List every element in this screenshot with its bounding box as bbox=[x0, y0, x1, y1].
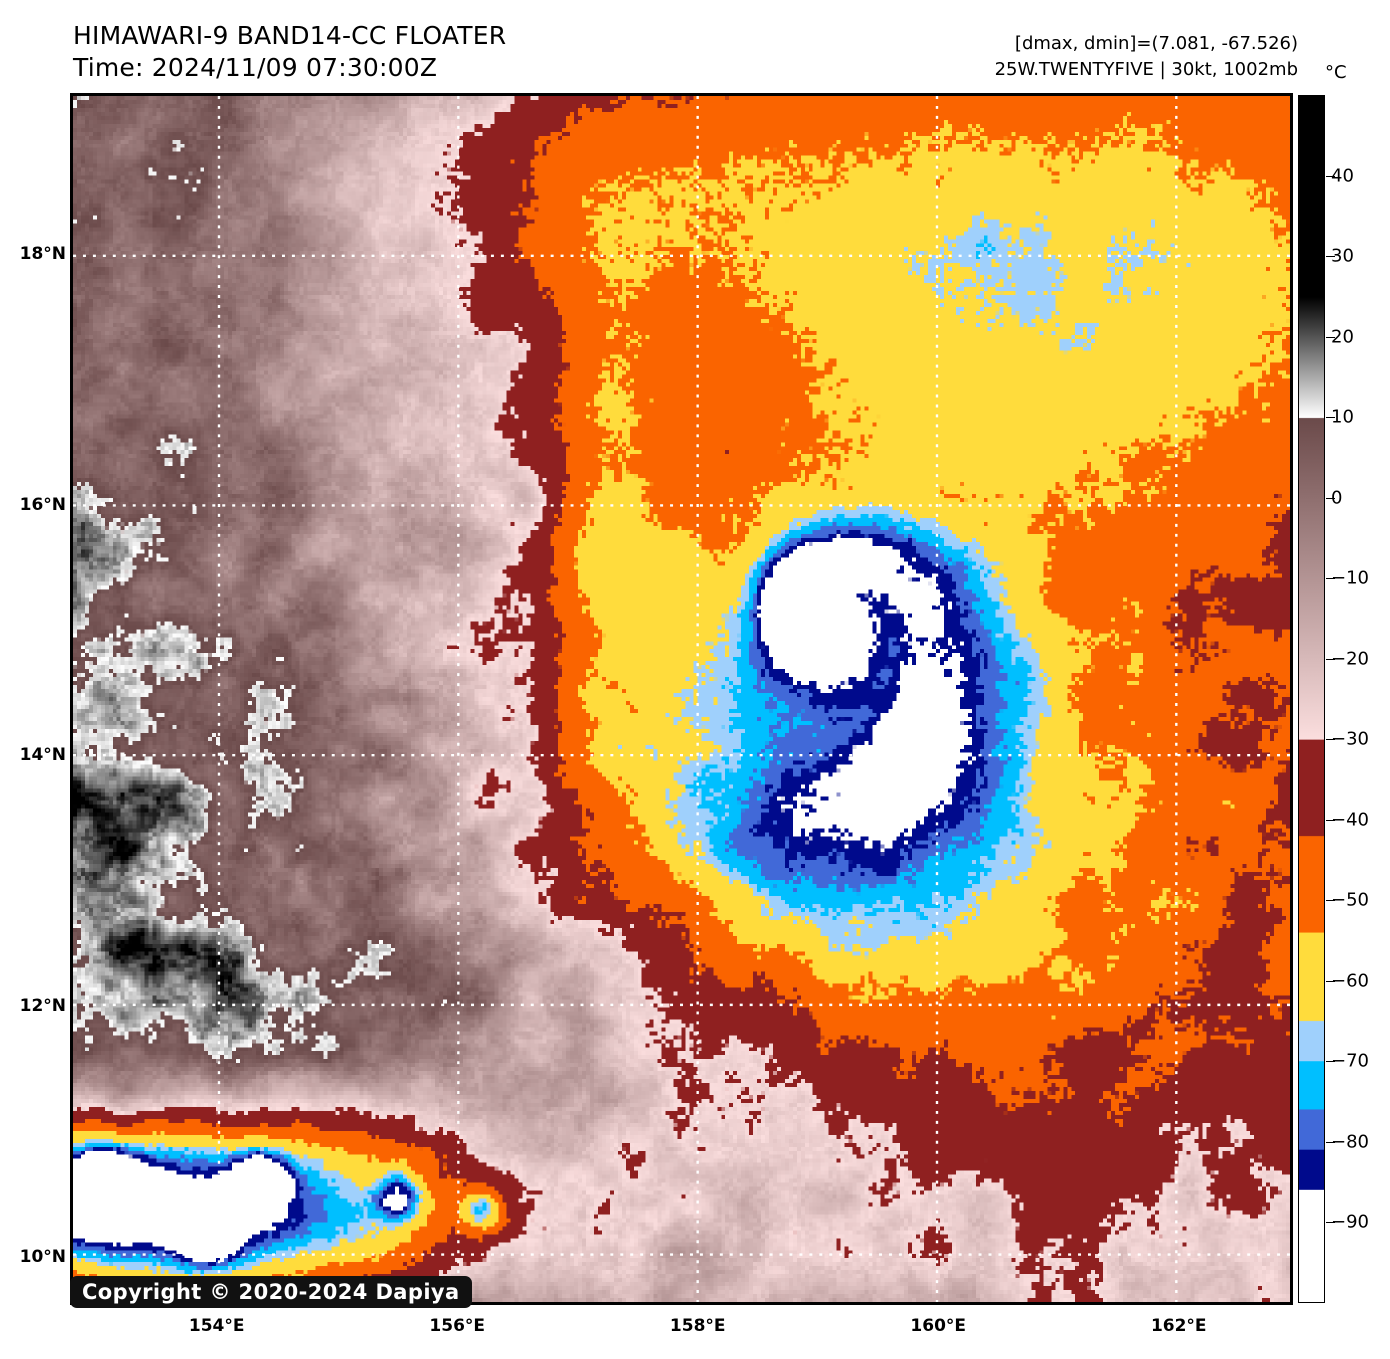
lon-tick-label-2: 158°E bbox=[669, 1316, 726, 1336]
colorbar-tick-label-9: −50 bbox=[1331, 889, 1369, 911]
colorbar-tick-label-7: −30 bbox=[1331, 728, 1369, 750]
colorbar-tick-label-2: 20 bbox=[1331, 326, 1354, 348]
colorbar-unit-label: °C bbox=[1325, 62, 1347, 83]
colorbar-tick-label-6: −20 bbox=[1331, 648, 1369, 670]
colorbar-tick-mark-6 bbox=[1326, 658, 1335, 660]
colorbar-tick-label-8: −40 bbox=[1331, 809, 1369, 831]
lon-tick-label-3: 160°E bbox=[910, 1316, 967, 1336]
copyright-banner: Copyright © 2020-2024 Dapiya bbox=[70, 1276, 472, 1308]
colorbar-tick-mark-4 bbox=[1326, 497, 1335, 499]
colorbar-tick-mark-9 bbox=[1326, 900, 1335, 902]
colorbar-tick-mark-11 bbox=[1326, 1061, 1335, 1063]
lon-tick-label-1: 156°E bbox=[429, 1316, 486, 1336]
coldest-overshooting-top bbox=[816, 613, 826, 629]
page-title: HIMAWARI-9 BAND14-CC FLOATER bbox=[73, 21, 507, 50]
brightness-temperature-raster bbox=[73, 96, 1290, 1302]
data-range-label: [dmax, dmin]=(7.081, -67.526) bbox=[1014, 33, 1298, 54]
lat-tick-label-0: 18°N bbox=[19, 243, 66, 264]
colorbar-tick-mark-0 bbox=[1326, 175, 1335, 177]
colorbar-tick-label-12: −80 bbox=[1331, 1131, 1369, 1153]
lat-tick-label-4: 10°N bbox=[19, 1247, 66, 1268]
colorbar-tick-label-13: −90 bbox=[1331, 1211, 1369, 1233]
colorbar-tick-mark-2 bbox=[1326, 336, 1335, 338]
colorbar-tick-mark-10 bbox=[1326, 980, 1335, 982]
graticule bbox=[73, 96, 1290, 1302]
satellite-map bbox=[70, 93, 1293, 1305]
timestamp-label: Time: 2024/11/09 07:30:00Z bbox=[73, 53, 438, 82]
lon-tick-label-0: 154°E bbox=[188, 1316, 245, 1336]
colorbar-tick-mark-1 bbox=[1326, 256, 1335, 258]
colorbar-tick-mark-12 bbox=[1326, 1141, 1335, 1143]
colorbar-tick-mark-5 bbox=[1326, 578, 1335, 580]
lon-tick-label-4: 162°E bbox=[1150, 1316, 1207, 1336]
colorbar-tick-label-1: 30 bbox=[1331, 245, 1354, 267]
colorbar-tick-label-0: 40 bbox=[1331, 165, 1354, 187]
colorbar-tick-label-4: 0 bbox=[1331, 487, 1343, 509]
lat-tick-label-3: 12°N bbox=[19, 996, 66, 1017]
colorbar-tick-mark-8 bbox=[1326, 819, 1335, 821]
colorbar-tick-label-10: −60 bbox=[1331, 970, 1369, 992]
colorbar-tick-label-5: −10 bbox=[1331, 567, 1369, 589]
temperature-colorbar bbox=[1298, 95, 1325, 1303]
colorbar-gradient bbox=[1299, 96, 1324, 1302]
lat-tick-label-2: 14°N bbox=[19, 745, 66, 766]
colorbar-tick-mark-13 bbox=[1326, 1222, 1335, 1224]
colorbar-tick-mark-3 bbox=[1326, 417, 1335, 419]
colorbar-tick-label-11: −70 bbox=[1331, 1050, 1369, 1072]
colorbar-tick-label-3: 10 bbox=[1331, 406, 1354, 428]
lat-tick-label-1: 16°N bbox=[19, 494, 66, 515]
storm-info-label: 25W.TWENTYFIVE | 30kt, 1002mb bbox=[994, 59, 1298, 80]
infrared-cloud-field bbox=[73, 96, 1290, 1302]
colorbar-tick-mark-7 bbox=[1326, 739, 1335, 741]
